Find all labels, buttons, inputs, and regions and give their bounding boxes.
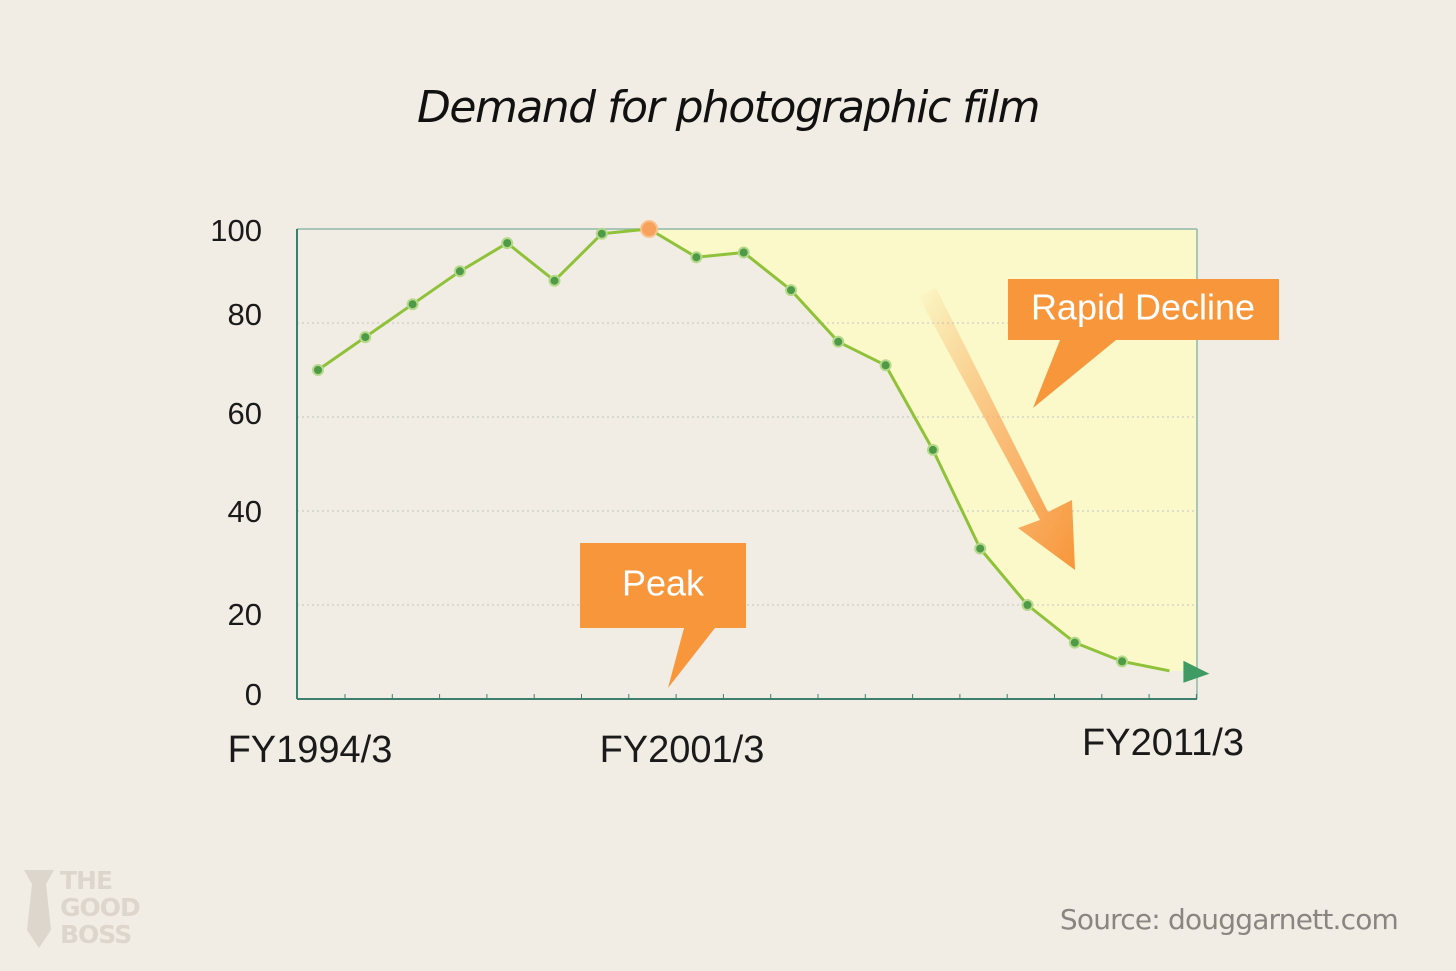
decline-arrow-icon: [918, 288, 1075, 570]
y-tick-label: 20: [228, 597, 262, 632]
data-point: [926, 443, 939, 456]
x-tick-label: FY2001/3: [600, 729, 765, 771]
data-point: [1068, 636, 1081, 649]
y-tick-label: 40: [228, 494, 262, 529]
peak-marker: [640, 220, 659, 238]
the-good-boss-logo: THE GOOD BOSS: [22, 868, 152, 952]
data-point: [974, 542, 987, 555]
data-point: [501, 237, 514, 250]
source-note: Source: douggarnett.com: [1059, 903, 1399, 936]
logo-word: GOOD: [60, 893, 141, 922]
data-point: [879, 359, 892, 372]
data-point: [595, 227, 608, 240]
data-point: [312, 364, 324, 376]
y-tick-label: 80: [228, 297, 262, 332]
chart-title: Demand for photographic film: [417, 82, 1040, 133]
y-tick-label: 0: [245, 677, 262, 712]
data-point: [690, 251, 703, 264]
data-point: [359, 331, 372, 344]
logo-word: THE: [60, 866, 113, 895]
rapid-decline-callout-label: Rapid Decline: [1031, 287, 1255, 328]
y-tick-label: 60: [228, 396, 262, 431]
data-point: [737, 246, 750, 259]
data-point: [785, 284, 797, 297]
x-tick-label: FY1994/3: [228, 729, 393, 771]
line-end-arrowhead: [1183, 660, 1210, 683]
data-point: [1021, 599, 1034, 611]
necktie-icon: [24, 870, 54, 948]
rapid-decline-callout: [1008, 279, 1279, 408]
x-tick-label: FY2011/3: [1082, 722, 1244, 764]
logo-word: BOSS: [60, 920, 132, 949]
data-point: [832, 335, 845, 348]
data-point: [406, 298, 419, 311]
peak-callout-label: Peak: [622, 563, 705, 604]
data-point: [1116, 655, 1129, 668]
y-tick-label: 100: [210, 213, 262, 248]
data-point: [453, 265, 466, 278]
peak-callout: [580, 543, 746, 688]
data-point: [548, 274, 561, 287]
